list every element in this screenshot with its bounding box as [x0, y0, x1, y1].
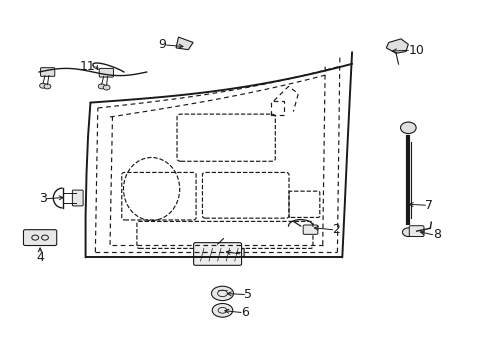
Circle shape	[44, 84, 51, 89]
FancyBboxPatch shape	[193, 243, 241, 265]
Text: 7: 7	[425, 199, 432, 212]
Circle shape	[98, 84, 105, 89]
Polygon shape	[176, 37, 193, 50]
FancyBboxPatch shape	[41, 68, 55, 76]
Text: 6: 6	[241, 306, 248, 319]
Text: 4: 4	[36, 251, 44, 264]
Text: 5: 5	[244, 288, 252, 301]
Ellipse shape	[212, 303, 232, 317]
Text: 11: 11	[80, 60, 96, 73]
Text: 10: 10	[407, 44, 423, 57]
Text: 8: 8	[432, 228, 440, 241]
Polygon shape	[386, 39, 407, 53]
Circle shape	[103, 85, 110, 90]
FancyBboxPatch shape	[303, 225, 317, 234]
Circle shape	[400, 122, 415, 134]
Text: 9: 9	[158, 39, 166, 51]
Text: 2: 2	[332, 223, 340, 236]
Text: 1: 1	[239, 247, 247, 260]
Text: 3: 3	[39, 192, 46, 205]
FancyBboxPatch shape	[23, 230, 57, 246]
FancyBboxPatch shape	[72, 190, 83, 206]
Circle shape	[402, 228, 413, 237]
FancyBboxPatch shape	[408, 226, 423, 237]
Circle shape	[40, 83, 46, 88]
FancyBboxPatch shape	[99, 68, 113, 77]
Ellipse shape	[211, 286, 233, 301]
